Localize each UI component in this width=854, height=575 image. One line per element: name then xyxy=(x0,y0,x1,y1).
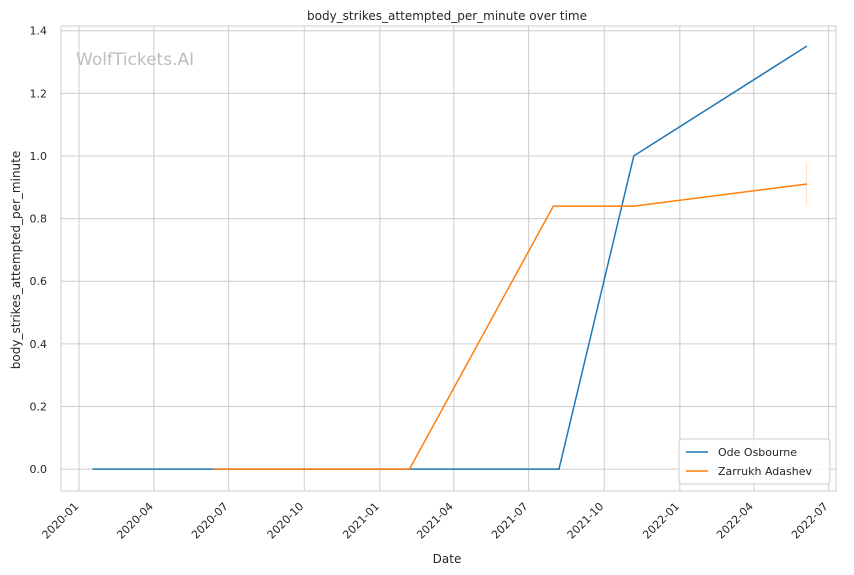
data-point-ode-osbourne-1 xyxy=(558,468,560,470)
x-tick-label: 2021-10 xyxy=(565,500,607,542)
x-axis-label: Date xyxy=(433,552,462,566)
data-point-zarrukh-adashev-1 xyxy=(408,468,411,470)
x-tick-label: 2021-04 xyxy=(414,500,456,542)
y-tick-label: 0.6 xyxy=(30,275,48,288)
x-tick-label: 2020-07 xyxy=(189,500,231,542)
data-point-ode-osbourne-0 xyxy=(92,468,94,470)
legend: Ode Osbourne Zarrukh Adashev xyxy=(678,438,831,485)
data-point-zarrukh-adashev-2 xyxy=(552,205,555,207)
y-tick-label: 1.4 xyxy=(30,25,48,38)
y-tick-labels: 0.0 0.2 0.4 0.6 0.8 1.0 1.2 1.4 xyxy=(30,25,48,476)
plot-frame xyxy=(60,25,837,492)
legend-box xyxy=(678,438,831,485)
data-point-zarrukh-adashev-3 xyxy=(633,205,635,207)
x-tick-label: 2022-04 xyxy=(714,500,756,542)
series-line-ode-osbourne xyxy=(93,45,807,470)
series-line-zarrukh-adashev xyxy=(213,183,807,470)
y-tick-label: 1.2 xyxy=(30,87,48,100)
y-tick-label: 0.2 xyxy=(30,400,48,413)
data-point-zarrukh-adashev-4 xyxy=(805,183,808,185)
chart-title: body_strikes_attempted_per_minute over t… xyxy=(307,9,587,23)
x-tick-label: 2022-07 xyxy=(789,500,831,542)
x-tick-label: 2021-07 xyxy=(489,500,531,542)
x-tick-label: 2022-01 xyxy=(640,500,682,542)
legend-label-zarrukh-adashev: Zarrukh Adashev xyxy=(718,465,812,478)
legend-label-ode-osbourne: Ode Osbourne xyxy=(718,446,797,459)
watermark: WolfTickets.AI xyxy=(76,50,194,70)
data-point-ode-osbourne-2 xyxy=(633,155,635,157)
y-axis-label: body_strikes_attempted_per_minute xyxy=(9,151,23,369)
x-tick-label: 2020-10 xyxy=(265,500,307,542)
y-tick-label: 0.0 xyxy=(30,463,48,476)
x-tick-labels: 2020-01 2020-04 2020-07 2020-10 2021-01 2021-… xyxy=(40,500,831,542)
y-tick-label: 1.0 xyxy=(30,150,48,163)
x-tick-label: 2021-01 xyxy=(340,500,382,542)
data-point-zarrukh-adashev-0 xyxy=(213,468,215,470)
series-lines xyxy=(92,45,808,470)
x-tick-label: 2020-04 xyxy=(114,500,156,542)
grid-lines xyxy=(61,26,836,491)
y-tick-label: 0.4 xyxy=(30,338,48,351)
y-tick-label: 0.8 xyxy=(30,213,48,226)
x-tick-label: 2020-01 xyxy=(40,500,82,542)
data-point-ode-osbourne-3 xyxy=(805,45,808,48)
